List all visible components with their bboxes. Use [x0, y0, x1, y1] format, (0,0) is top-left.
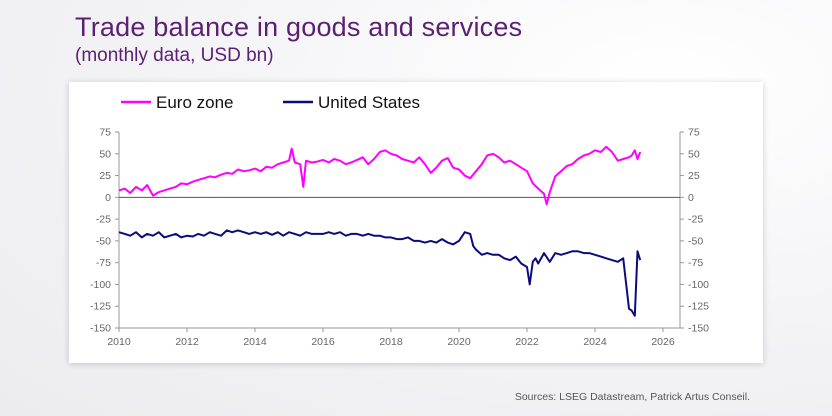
- y-tick-label-right: -50: [688, 235, 703, 247]
- y-tick-label-left: -75: [96, 257, 111, 269]
- y-tick-label-right: -25: [688, 214, 703, 226]
- legend-label-united-states: United States: [318, 93, 420, 112]
- y-tick-label-right: -100: [688, 279, 709, 291]
- y-tick-label-right: 50: [688, 148, 700, 160]
- y-tick-label-right: 25: [688, 170, 700, 182]
- y-tick-label-left: 75: [99, 127, 111, 139]
- x-tick-label: 2016: [311, 336, 335, 348]
- y-tick-label-left: 0: [105, 192, 111, 204]
- axes: 75 75 50 50 25 25 0 0 -25 -25 -50 -50 -75 -75 -100 -100…: [90, 127, 709, 349]
- y-tick-label-left: 50: [99, 148, 111, 160]
- y-tick-label-left: -150: [90, 323, 111, 335]
- series-line-united-states: [118, 229, 642, 317]
- series-lines: [118, 145, 642, 317]
- line-chart: Euro zone United States 75 75 50 50 25 25 0 0 -25…: [90, 93, 709, 349]
- y-tick-label-right: -125: [688, 301, 709, 313]
- y-tick-label-right: 0: [688, 192, 694, 204]
- legend-label-euro-zone: Euro zone: [156, 93, 234, 112]
- legend: Euro zone United States: [121, 93, 420, 112]
- x-tick-label: 2022: [515, 336, 539, 348]
- y-tick-label-left: 25: [99, 170, 111, 182]
- y-tick-label-right: -150: [688, 323, 709, 335]
- x-tick-label: 2026: [651, 336, 675, 348]
- y-tick-label-left: -125: [90, 301, 111, 313]
- y-tick-label-left: -25: [96, 214, 111, 226]
- x-tick-label: 2014: [243, 336, 267, 348]
- y-tick-label-right: -75: [688, 257, 703, 269]
- chart-card: Euro zone United States 75 75 50 50 25 25 0 0 -25…: [69, 82, 763, 363]
- chart-title: Trade balance in goods and services: [75, 12, 523, 42]
- x-tick-label: 2020: [447, 336, 471, 348]
- x-tick-label: 2012: [175, 336, 199, 348]
- x-tick-label: 2018: [379, 336, 403, 348]
- y-tick-label-right: 75: [688, 127, 700, 139]
- source-note: Sources: LSEG Datastream, Patrick Artus …: [514, 391, 750, 403]
- y-tick-label-left: -100: [90, 279, 111, 291]
- chart-subtitle: (monthly data, USD bn): [75, 45, 274, 66]
- y-tick-label-left: -50: [96, 235, 111, 247]
- x-tick-label: 2024: [583, 336, 607, 348]
- x-tick-label: 2010: [107, 336, 131, 348]
- series-line-euro-zone: [118, 145, 642, 206]
